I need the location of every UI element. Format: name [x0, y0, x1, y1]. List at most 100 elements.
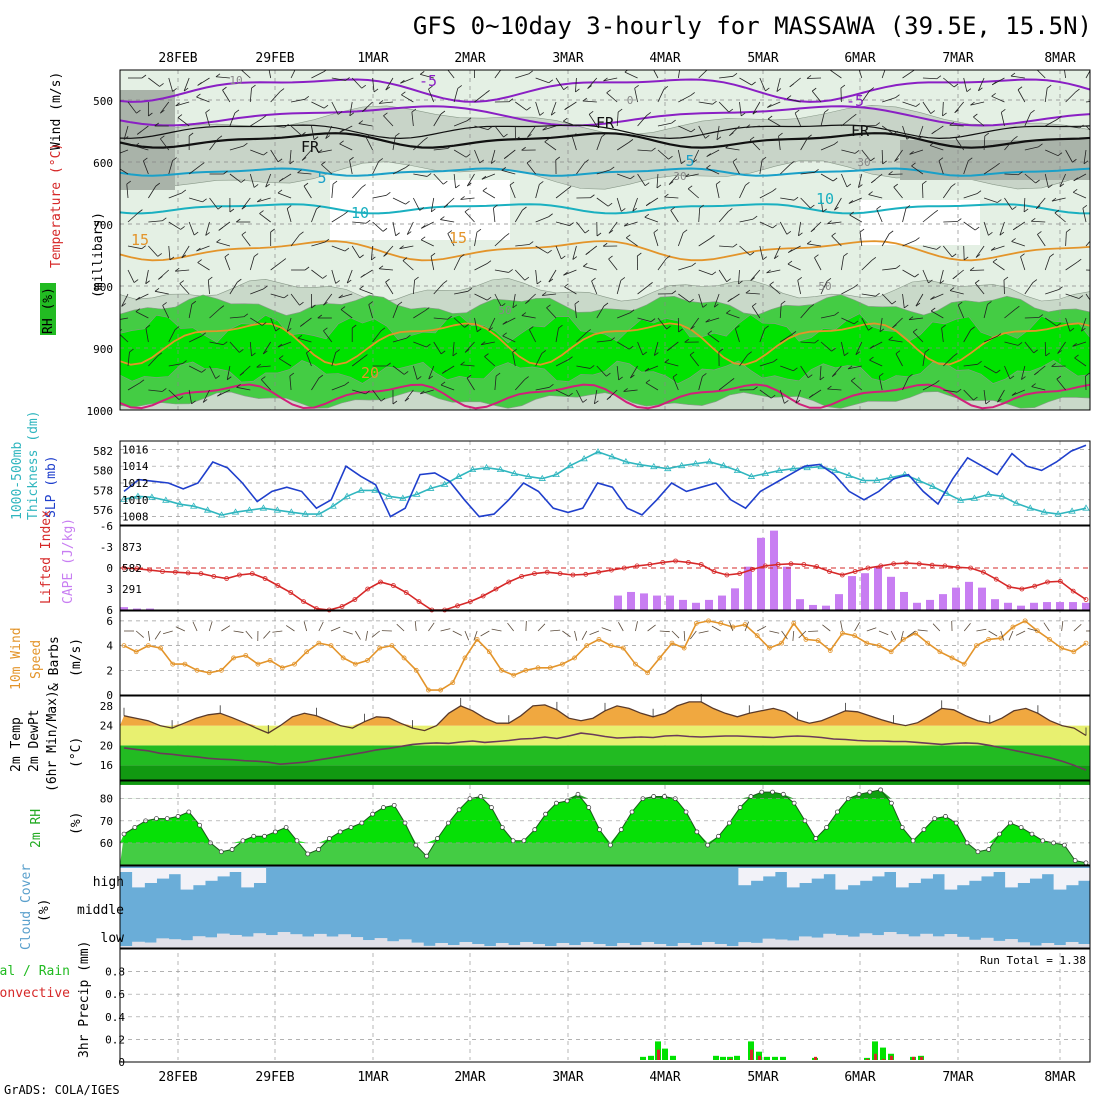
temp-band: [120, 765, 1090, 785]
rh-marker: [359, 820, 365, 826]
wind-barb: [848, 365, 862, 370]
surface-wind-barb: [1043, 622, 1050, 632]
wind-barb-flag: [664, 359, 670, 363]
wind-barb: [759, 160, 763, 175]
wind-barb: [270, 261, 283, 271]
precip-convective-bar: [657, 1049, 660, 1060]
precip-total-bar: [648, 1055, 654, 1060]
wind-barb: [202, 389, 210, 403]
wind-barb-flag: [447, 315, 452, 320]
wind-barb: [902, 293, 905, 308]
wind-barb: [841, 256, 844, 271]
wind-barb-flag: [879, 328, 885, 333]
wind-barb: [453, 257, 461, 271]
wind-barb-flag: [888, 230, 894, 235]
precip-frame: [119, 948, 1091, 1063]
wind-barb: [542, 293, 557, 296]
cloud-low: [132, 941, 145, 948]
wind-barb-flag: [726, 309, 731, 314]
cloud-low: [423, 945, 436, 948]
wind-barb: [1085, 101, 1090, 103]
wind-barb: [286, 317, 292, 332]
wind-barb-flag: [668, 181, 674, 185]
wind-barb: [555, 328, 559, 343]
wind-barb-flag: [428, 85, 433, 90]
cloud-low: [665, 946, 679, 948]
wind-barb-flag: [539, 112, 544, 116]
wind-barb: [318, 149, 332, 154]
wind-barb: [902, 240, 916, 247]
wind-barb: [229, 316, 244, 319]
axis-tick: 582: [122, 562, 142, 575]
wind-barb: [861, 317, 869, 331]
wind-barb: [1085, 269, 1090, 271]
axis-tick: 0: [106, 562, 113, 575]
lifted-index-line-marker: [660, 560, 666, 565]
wind-barb-flag: [706, 164, 711, 169]
wind-barb-flag: [1020, 253, 1025, 258]
panel-frames: [119, 69, 1091, 1063]
surface-wind-barb: [808, 630, 819, 632]
wind-barb-flag: [712, 100, 717, 105]
wind-barb-flag: [243, 142, 248, 147]
wind-barb: [1004, 173, 1019, 176]
wind-barb: [841, 173, 848, 188]
wind-barb-flag: [509, 181, 515, 186]
wind-barb-flag: [653, 229, 659, 233]
cape-bar: [861, 573, 869, 610]
surface-wind-barb: [854, 622, 860, 632]
wind-barb-flag: [191, 300, 197, 305]
wind-barb-flag: [769, 281, 774, 286]
cloud-low: [1005, 939, 1018, 948]
wind-barb: [249, 256, 255, 271]
wind-barb-flag: [121, 303, 126, 307]
wind-barb-flag: [607, 202, 613, 207]
rh-marker: [910, 838, 916, 844]
wind-barb-flag: [343, 211, 348, 215]
cloud-high: [774, 868, 788, 872]
wind-barb: [528, 329, 537, 343]
wind-barb: [402, 260, 414, 271]
rh-marker: [943, 814, 948, 819]
wind-barb: [922, 245, 937, 250]
wind-barb-flag: [767, 115, 773, 120]
wind-barb: [535, 353, 543, 367]
rh-marker: [953, 820, 959, 826]
wind-barb-flag: [788, 249, 793, 253]
wind-barb-flag: [1093, 63, 1097, 66]
wind-barb-flag: [784, 400, 789, 404]
wind-barb-flag: [201, 332, 206, 337]
wind-barb-flag: [180, 226, 185, 230]
wind-barb-flag: [362, 108, 367, 112]
cloud-high: [229, 868, 242, 872]
wind-speed-line-marker: [742, 622, 748, 627]
wind-barb-flag: [834, 311, 839, 316]
wind-barb: [593, 389, 598, 404]
lifted-index-line-marker: [339, 604, 345, 609]
wind-barb-flag: [1032, 279, 1038, 283]
wind-barb: [767, 101, 781, 108]
wind-barb-flag: [1058, 286, 1063, 290]
cloud-high: [786, 868, 800, 888]
surface-wind-barb: [1027, 628, 1038, 632]
wind-barb-flag: [400, 79, 405, 84]
wind-speed-line-marker: [231, 655, 236, 661]
wind-barb-flag: [732, 158, 738, 162]
wind-barb-flag: [143, 157, 148, 162]
cloud-high: [738, 868, 752, 886]
wind-barb: [1020, 256, 1026, 271]
precip-total-bar: [670, 1055, 676, 1060]
wind-barb: [311, 101, 325, 109]
lifted-index-line-marker: [467, 599, 473, 604]
axis-tick: 1010: [122, 494, 149, 507]
thickness-line-marker: [427, 484, 435, 491]
wind-barb-flag: [664, 193, 669, 198]
wind-speed-line-marker: [986, 637, 991, 642]
wind-barb: [617, 173, 631, 180]
cloud-low: [241, 936, 254, 948]
wind-barb-flag: [181, 254, 186, 259]
wind-barb: [596, 169, 611, 175]
rh-marker: [424, 853, 430, 859]
